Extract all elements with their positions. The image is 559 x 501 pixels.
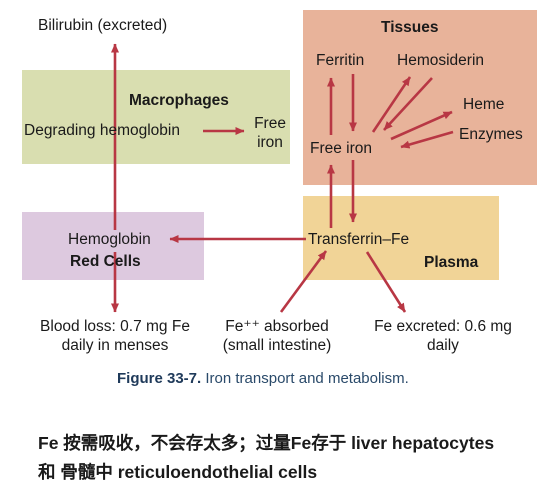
- fe-absorbed-line1: Fe⁺⁺ absorbed: [225, 318, 329, 335]
- arrow-hemosiderin-to-free-iron: [383, 77, 433, 131]
- blood-loss-line2: daily in menses: [61, 337, 169, 354]
- free-iron-macrophage-line1: Free: [254, 115, 286, 132]
- tissues-box: [303, 10, 537, 185]
- transferrin-fe-label: Transferrin–Fe: [308, 231, 410, 248]
- ferritin-label: Ferritin: [316, 52, 365, 69]
- note-line-1: Fe 按需吸收，不会存太多；过量Fe存于 liver hepatocytes: [38, 433, 495, 453]
- figure-number: Figure 33-7.: [117, 370, 202, 387]
- blood-loss-label: Blood loss: 0.7 mg Fe daily in menses: [10, 317, 220, 355]
- arrow-absorbed-to-transferrin: [279, 250, 328, 313]
- note-line-2: 和 骨髓中 reticuloendothelial cells: [38, 462, 318, 482]
- macrophages-title: Macrophages: [129, 92, 229, 109]
- blood-loss-line1: Blood loss: 0.7 mg Fe: [40, 318, 190, 335]
- fe-excreted-line1: Fe excreted: 0.6 mg: [374, 318, 512, 335]
- hemoglobin-label: Hemoglobin: [68, 231, 151, 248]
- bilirubin-label: Bilirubin (excreted): [38, 17, 168, 34]
- arrow-free-iron-to-heme: [390, 110, 453, 141]
- macrophages-box: [22, 70, 290, 164]
- free-iron-macrophage-label: Free iron: [248, 114, 292, 152]
- enzymes-label: Enzymes: [459, 126, 523, 143]
- red-cells-box: [22, 212, 204, 280]
- plasma-title: Plasma: [424, 254, 479, 271]
- tissues-title: Tissues: [381, 19, 439, 36]
- plasma-box: [303, 196, 499, 280]
- degrading-hemoglobin-label: Degrading hemoglobin: [24, 122, 180, 139]
- hemosiderin-label: Hemosiderin: [397, 52, 485, 69]
- free-iron-tissue-label: Free iron: [310, 140, 373, 157]
- arrow-enzymes-to-free-iron: [400, 130, 454, 149]
- heme-label: Heme: [463, 96, 505, 113]
- free-iron-macrophage-line2: iron: [257, 134, 283, 151]
- fe-absorbed-line2: (small intestine): [222, 337, 332, 354]
- arrow-transferrin-to-excreted: [365, 251, 407, 313]
- arrow-free-iron-to-hemosiderin: [371, 76, 412, 133]
- fe-excreted-label: Fe excreted: 0.6 mg daily: [358, 317, 528, 355]
- red-cells-title: Red Cells: [70, 253, 141, 270]
- fe-excreted-line2: daily: [427, 337, 459, 354]
- caption-text: Iron transport and metabolism.: [205, 370, 409, 387]
- figure-caption: Figure 33-7. Iron transport and metaboli…: [117, 370, 409, 387]
- fe-absorbed-label: Fe⁺⁺ absorbed (small intestine): [202, 317, 352, 355]
